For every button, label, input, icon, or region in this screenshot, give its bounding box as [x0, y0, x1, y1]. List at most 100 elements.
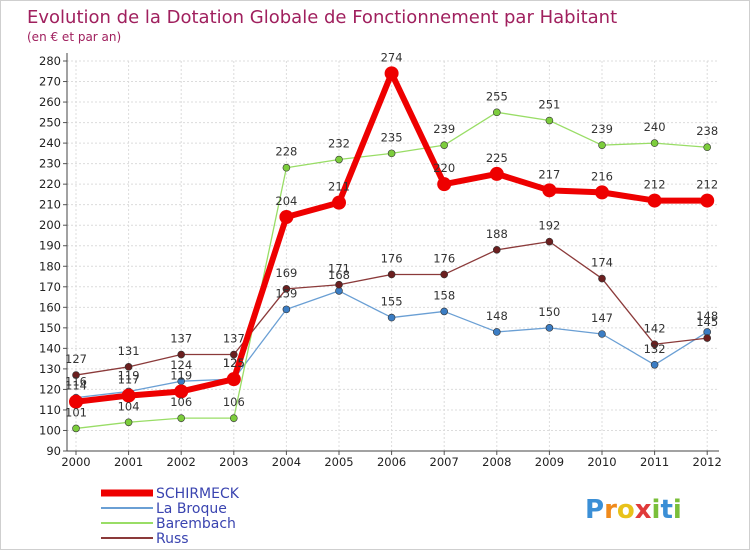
data-label-russ: 176: [433, 251, 455, 265]
data-label-schirmeck: 212: [644, 178, 666, 192]
y-tick-label: 160: [39, 300, 61, 314]
data-label-la-broque: 147: [591, 311, 613, 325]
x-tick-label: 2001: [114, 455, 143, 469]
data-label-barembach: 101: [65, 405, 87, 419]
y-tick-label: 250: [39, 116, 61, 130]
point-schirmeck: [174, 384, 189, 399]
chart-subtitle: (en € et par an): [27, 30, 121, 44]
data-label-russ: 174: [591, 256, 613, 270]
y-tick-label: 120: [39, 382, 61, 396]
data-label-russ: 131: [118, 344, 140, 358]
x-tick-label: 2004: [272, 455, 301, 469]
data-label-barembach: 232: [328, 137, 350, 151]
y-tick-label: 280: [39, 54, 61, 68]
point-barembach: [387, 149, 396, 158]
data-label-russ: 137: [170, 332, 192, 346]
y-tick-label: 260: [39, 95, 61, 109]
data-label-la-broque: 132: [644, 342, 666, 356]
point-russ: [703, 334, 712, 342]
data-label-barembach: 106: [223, 395, 245, 409]
point-schirmeck: [700, 193, 715, 208]
point-barembach: [335, 155, 343, 164]
y-tick-label: 140: [39, 341, 61, 355]
point-barembach: [440, 141, 449, 149]
point-schirmeck: [595, 185, 609, 200]
x-tick-label: 2008: [482, 455, 511, 469]
legend-label-la-broque: La Broque: [156, 501, 227, 517]
data-label-la-broque: 116: [65, 375, 87, 389]
point-russ: [230, 350, 238, 359]
point-la-broque: [387, 313, 396, 322]
data-label-schirmeck: 125: [223, 356, 245, 370]
point-russ: [387, 270, 396, 279]
point-schirmeck: [647, 193, 662, 208]
data-label-barembach: 239: [591, 122, 613, 136]
legend-label-schirmeck: SCHIRMECK: [156, 486, 240, 502]
point-barembach: [230, 414, 238, 422]
point-russ: [598, 274, 606, 283]
y-tick-label: 130: [39, 362, 61, 376]
point-schirmeck: [489, 166, 504, 181]
data-label-russ: 127: [65, 352, 87, 366]
data-label-barembach: 235: [381, 130, 403, 144]
data-label-russ: 137: [223, 332, 245, 346]
data-label-schirmeck: 220: [433, 161, 455, 175]
data-label-barembach: 106: [170, 395, 192, 409]
data-label-russ: 171: [328, 262, 350, 276]
point-schirmeck: [542, 183, 557, 198]
y-tick-label: 230: [39, 157, 61, 171]
data-label-barembach: 251: [538, 98, 560, 112]
data-label-la-broque: 150: [538, 305, 560, 319]
data-label-russ: 142: [644, 321, 666, 335]
x-tick-label: 2011: [640, 455, 669, 469]
data-label-la-broque: 168: [328, 268, 350, 282]
y-tick-label: 220: [39, 177, 61, 191]
data-label-la-broque: 124: [170, 358, 192, 372]
data-label-la-broque: 148: [486, 309, 508, 323]
logo-letter: x: [635, 495, 652, 525]
point-russ: [492, 246, 501, 254]
data-label-russ: 188: [486, 227, 508, 241]
point-russ: [177, 350, 185, 359]
point-barembach: [703, 143, 712, 152]
y-tick-label: 270: [39, 75, 61, 89]
point-schirmeck: [332, 195, 346, 210]
data-label-schirmeck: 212: [696, 178, 718, 192]
point-schirmeck: [69, 394, 83, 409]
y-tick-label: 100: [39, 423, 61, 437]
data-label-barembach: 238: [696, 124, 718, 138]
data-label-schirmeck: 216: [591, 169, 613, 183]
x-tick-label: 2005: [324, 455, 353, 469]
point-schirmeck: [384, 66, 399, 81]
point-barembach: [598, 141, 606, 149]
x-tick-label: 2007: [430, 455, 459, 469]
data-label-barembach: 240: [644, 120, 666, 134]
y-tick-label: 170: [39, 280, 61, 294]
y-tick-label: 240: [39, 136, 61, 150]
x-tick-label: 2006: [377, 455, 406, 469]
x-tick-label: 2009: [535, 455, 564, 469]
proxiti-logo: Proxiti: [585, 495, 682, 525]
data-label-la-broque: 148: [696, 309, 718, 323]
point-barembach: [650, 139, 659, 147]
data-label-schirmeck: 225: [486, 151, 508, 165]
series-layer: [69, 66, 715, 433]
point-schirmeck: [279, 210, 294, 224]
point-russ: [282, 285, 291, 293]
y-tick-label: 210: [39, 198, 61, 212]
y-tick-label: 180: [39, 259, 61, 273]
legend-label-russ: Russ: [156, 531, 189, 547]
point-schirmeck: [226, 372, 241, 387]
y-tick-label: 150: [39, 321, 61, 335]
logo-letter: r: [604, 495, 617, 525]
x-tick-label: 2000: [61, 455, 90, 469]
data-label-barembach: 104: [118, 399, 140, 413]
data-label-schirmeck: 114: [65, 379, 87, 393]
point-russ: [440, 270, 449, 279]
data-label-barembach: 239: [433, 122, 455, 136]
point-schirmeck: [121, 388, 136, 403]
point-russ: [72, 371, 80, 379]
logo-letter: i: [652, 495, 661, 525]
